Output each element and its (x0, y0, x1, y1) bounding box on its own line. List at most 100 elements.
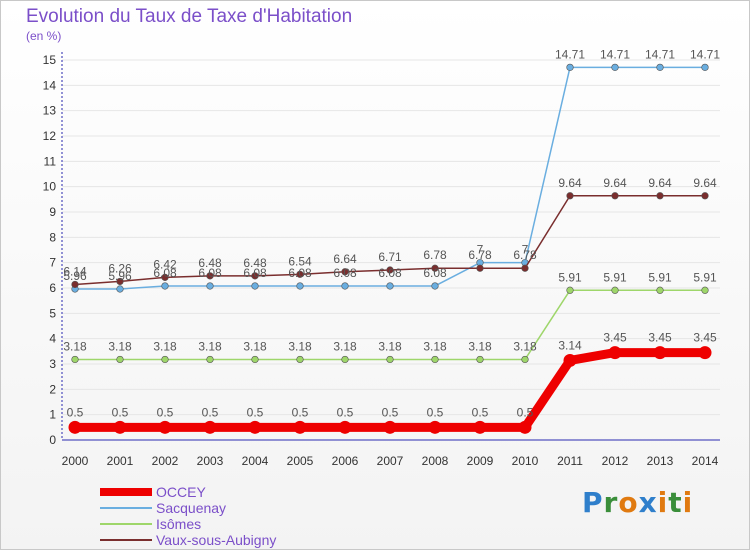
y-tick-label: 1 (49, 408, 56, 422)
data-label: 3.18 (378, 339, 402, 353)
data-label: 9.64 (648, 176, 672, 190)
x-tick-label: 2007 (377, 454, 404, 468)
data-point (206, 282, 214, 290)
legend-swatch-isomes (100, 523, 152, 525)
y-tick-label: 3 (49, 357, 56, 371)
data-point (701, 192, 709, 200)
data-point (473, 420, 487, 434)
data-label: 5.96 (108, 269, 132, 283)
y-tick-label: 14 (43, 78, 57, 92)
data-point (653, 346, 667, 360)
data-label: 6.08 (198, 266, 222, 280)
data-label: 0.5 (472, 405, 489, 419)
data-point (608, 346, 622, 360)
proxiti-logo: Proxiti (582, 486, 694, 519)
data-point (431, 355, 439, 364)
data-point (341, 355, 349, 364)
data-label: 0.5 (112, 405, 129, 419)
data-point (296, 282, 304, 290)
data-point (611, 63, 619, 71)
data-point (251, 282, 259, 290)
data-label: 6.48 (243, 256, 267, 270)
data-label: 0.5 (427, 405, 444, 419)
y-tick-label: 11 (44, 154, 57, 168)
data-point (116, 277, 124, 286)
x-tick-label: 2002 (152, 454, 179, 468)
data-point (386, 266, 394, 274)
data-label: 6.48 (198, 256, 222, 270)
data-point (71, 355, 79, 364)
data-label: 3.18 (423, 339, 447, 353)
data-label: 6.08 (423, 266, 447, 280)
data-point (161, 273, 169, 281)
data-point (698, 346, 712, 360)
y-tick-label: 0 (49, 433, 56, 447)
data-label: 14.71 (600, 47, 630, 61)
data-point (206, 272, 214, 280)
data-label: 0.5 (292, 405, 309, 419)
data-point (566, 192, 574, 200)
data-label: 6.08 (153, 266, 177, 280)
data-point (338, 420, 352, 434)
data-point (251, 355, 259, 364)
data-point (203, 420, 217, 434)
data-label: 14.71 (690, 47, 720, 61)
data-point (566, 63, 574, 71)
data-label: 3.45 (648, 331, 672, 345)
data-point (113, 420, 127, 434)
y-tick-label: 10 (43, 180, 57, 194)
legend-label-isomes: Isômes (156, 516, 202, 532)
chart-subtitle: (en %) (26, 29, 62, 43)
data-label: 7 (477, 243, 484, 257)
data-label: 6.14 (63, 264, 87, 278)
data-point (116, 355, 124, 364)
data-label: 6.78 (468, 248, 492, 262)
data-label: 5.91 (603, 270, 627, 284)
legend-item-sacquenay: Sacquenay (100, 500, 276, 516)
x-tick-label: 2006 (332, 454, 359, 468)
data-label: 3.18 (288, 339, 312, 353)
data-label: 0.5 (157, 405, 174, 419)
data-label: 0.5 (517, 405, 534, 419)
data-point (158, 420, 172, 434)
data-label: 6.54 (288, 254, 312, 268)
x-tick-label: 2003 (197, 454, 224, 468)
legend-item-vaux: Vaux-sous-Aubigny (100, 532, 276, 548)
data-label: 3.18 (108, 339, 132, 353)
y-tick-label: 15 (43, 53, 57, 67)
data-point (476, 264, 484, 272)
data-point (251, 272, 259, 280)
y-tick-label: 4 (49, 332, 56, 346)
x-tick-label: 2008 (422, 454, 449, 468)
data-point (161, 355, 169, 364)
data-point (116, 285, 124, 293)
data-label: 3.18 (63, 339, 87, 353)
data-point (248, 420, 262, 434)
data-label: 6.78 (513, 248, 537, 262)
data-point (296, 270, 304, 278)
data-label: 5.91 (558, 270, 582, 284)
x-tick-label: 2000 (62, 454, 89, 468)
data-label: 0.5 (202, 405, 219, 419)
data-label: 6.08 (378, 266, 402, 280)
data-label: 6.26 (108, 261, 132, 275)
y-tick-label: 8 (49, 230, 56, 244)
y-tick-label: 5 (49, 306, 56, 320)
data-label: 0.5 (67, 405, 84, 419)
data-point (383, 420, 397, 434)
data-label: 3.45 (693, 331, 717, 345)
data-point (431, 264, 439, 272)
data-point (656, 286, 664, 294)
data-label: 6.78 (423, 248, 447, 262)
data-point (431, 282, 439, 290)
data-label: 5.91 (648, 270, 672, 284)
x-tick-label: 2014 (692, 454, 719, 468)
legend-swatch-vaux (100, 539, 152, 541)
data-point (161, 282, 169, 290)
x-tick-label: 2013 (647, 454, 674, 468)
data-point (611, 286, 619, 294)
data-point (701, 286, 709, 294)
data-point (476, 355, 484, 364)
data-point (521, 264, 529, 272)
